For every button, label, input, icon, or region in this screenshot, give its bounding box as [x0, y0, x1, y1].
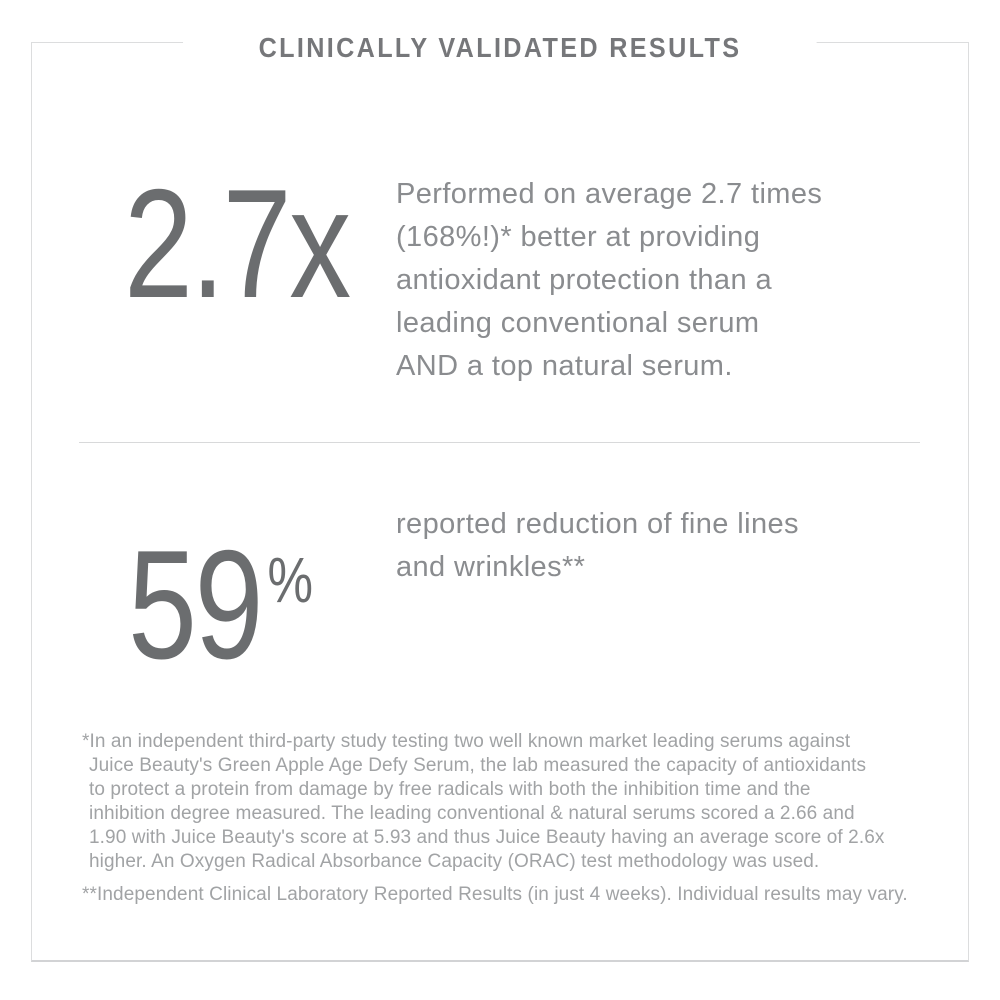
stat-wrinkle-reduction-value: 59 — [128, 518, 264, 691]
stat-antioxidant-description: Performed on average 2.7 times (168%!)* … — [396, 178, 823, 382]
stat-wrinkle-reduction-description: reported reduction of fine lines and wri… — [396, 508, 799, 583]
footnote-lab-results: **Independent Clinical Laboratory Report… — [82, 884, 908, 905]
page-title: CLINICALLY VALIDATED RESULTS — [183, 33, 817, 63]
footnote-study-details: *In an independent third-party study tes… — [82, 731, 885, 872]
section-divider — [79, 442, 920, 443]
percent-sign: % — [267, 544, 314, 616]
stat-antioxidant-multiplier: 2.7x — [124, 157, 351, 330]
stat-wrinkle-reduction: 59% — [128, 503, 313, 682]
content-frame: CLINICALLY VALIDATED RESULTS 2.7x Perfor… — [31, 33, 969, 962]
